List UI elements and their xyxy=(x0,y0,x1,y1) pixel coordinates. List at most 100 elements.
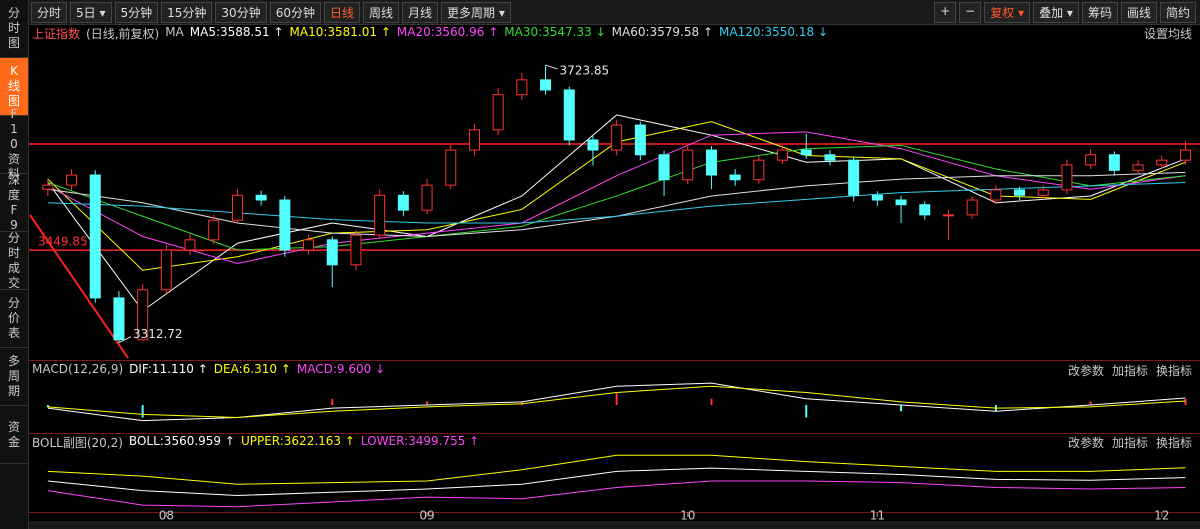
legend-item: MA30:3547.33 ↓ xyxy=(504,25,606,39)
candle-body xyxy=(942,214,954,217)
panel-button[interactable]: 改参数 xyxy=(1067,364,1104,378)
set-ma[interactable]: 设置均线 xyxy=(1143,27,1192,41)
side-tab[interactable]: F10资料 xyxy=(0,107,28,181)
macd-buttons: 改参数 加指标 换指标 xyxy=(1068,362,1192,379)
tool-button[interactable]: 叠加 ▾ xyxy=(1033,1,1079,23)
period-button[interactable]: 分时 xyxy=(31,1,68,23)
boll-legend: BOLL副图(20,2) BOLL:3560.959 ↑ UPPER:3622.16… xyxy=(32,434,479,451)
candle-body xyxy=(421,184,433,211)
macd-bar xyxy=(426,401,429,405)
candle-body xyxy=(800,149,812,156)
legend-item: MA20:3560.96 ↑ xyxy=(396,25,499,39)
legend-right: 设置均线 xyxy=(1144,25,1192,42)
period-button[interactable]: 5日 ▾ xyxy=(70,1,112,23)
candle-body xyxy=(611,124,623,151)
period-button[interactable]: 60分钟 xyxy=(269,1,321,23)
candle-body xyxy=(1156,159,1168,166)
divider xyxy=(29,360,1200,361)
candle-body xyxy=(279,199,291,251)
boll-line xyxy=(47,480,1186,508)
boll-line xyxy=(47,467,1186,497)
side-tab[interactable]: 深度F9 xyxy=(0,173,28,232)
legend-item: (日线,前复权) xyxy=(86,27,160,41)
candle-body xyxy=(516,79,528,96)
panel-button[interactable]: 加指标 xyxy=(1111,364,1148,378)
candle-body xyxy=(777,149,789,161)
period-button[interactable]: 月线 xyxy=(402,1,439,23)
side-tab[interactable]: 分时成交 xyxy=(0,231,28,290)
period-button[interactable]: 更多周期 ▾ xyxy=(441,1,511,23)
legend-item: MACD(12,26,9) xyxy=(32,362,124,376)
period-button[interactable]: 15分钟 xyxy=(161,1,213,23)
period-button[interactable]: 周线 xyxy=(363,1,400,23)
side-tab[interactable]: K线图 xyxy=(0,58,28,116)
macd-bar xyxy=(46,405,49,408)
candle-body xyxy=(303,239,315,251)
bottom-tabs xyxy=(0,521,1200,529)
tool-button[interactable]: + xyxy=(934,1,957,23)
legend-item: 上证指数 xyxy=(32,27,81,41)
period-buttons: 分时 5日 ▾ 5分钟 15分钟 30分钟 60分钟 日线 周线 月线 更多周期 ▾ xyxy=(28,1,511,23)
macd-bar xyxy=(710,398,713,405)
tool-button[interactable]: − xyxy=(959,1,982,23)
low-label: 3312.72 xyxy=(133,327,183,341)
candle-body xyxy=(1132,164,1144,171)
legend-item: BOLL:3560.959 ↑ xyxy=(128,434,235,448)
macd-bar xyxy=(1184,399,1187,405)
candle-body xyxy=(587,139,599,151)
candle-body xyxy=(492,94,504,131)
tool-button[interactable]: 筹码 xyxy=(1081,1,1118,23)
x-tick-label: 09 xyxy=(419,509,434,523)
candle-body xyxy=(113,297,125,341)
legend-item: MA xyxy=(165,25,184,39)
side-tab[interactable]: 分价表 xyxy=(0,290,28,348)
period-button[interactable]: 5分钟 xyxy=(114,1,159,23)
candle-body xyxy=(255,194,267,201)
candle-body xyxy=(66,174,78,186)
candle-body xyxy=(1179,149,1191,161)
candle-body xyxy=(137,289,149,341)
tool-button[interactable]: 复权 ▾ xyxy=(984,1,1031,23)
macd-bar xyxy=(805,405,808,418)
ma-legend: 上证指数 (日线,前复权) MA MA5:3588.51 ↑ MA10:3581.01 … xyxy=(32,25,828,42)
candle-body xyxy=(89,174,101,299)
legend-item: MA5:3588.51 ↑ xyxy=(189,25,284,39)
candle-body xyxy=(1061,164,1073,191)
low-pointer xyxy=(118,336,132,344)
boll-buttons: 改参数 加指标 换指标 xyxy=(1068,434,1192,451)
high-pointer xyxy=(545,64,558,70)
macd-bar xyxy=(1089,401,1092,405)
candle-body xyxy=(1014,189,1026,196)
high-label: 3723.85 xyxy=(560,64,610,78)
tool-button[interactable]: 简约 xyxy=(1159,1,1196,23)
candle-body xyxy=(753,159,765,181)
period-button[interactable]: 30分钟 xyxy=(215,1,267,23)
candle-body xyxy=(42,184,54,190)
candle-body xyxy=(540,79,552,91)
panel-button[interactable]: 换指标 xyxy=(1155,364,1192,378)
panel-button[interactable]: 换指标 xyxy=(1155,436,1192,450)
toolbar: 分时 5日 ▾ 5分钟 15分钟 30分钟 60分钟 日线 周线 月线 更多周期 ▾ + − 复权 ▾ 叠… xyxy=(0,0,1200,25)
side-tab[interactable]: 分时图 xyxy=(0,0,28,58)
candle-body xyxy=(1108,154,1120,171)
candle-body xyxy=(326,239,338,266)
legend-item: MA120:3550.18 ↓ xyxy=(719,25,829,39)
period-button[interactable]: 日线 xyxy=(323,1,360,23)
divider xyxy=(29,433,1200,434)
candle-body xyxy=(374,194,386,236)
legend-item: DIF:11.110 ↑ xyxy=(129,362,208,376)
legend-item: DEA:6.310 ↑ xyxy=(213,362,291,376)
tool-button[interactable]: 画线 xyxy=(1120,1,1157,23)
candle-body xyxy=(397,194,409,211)
candle-body xyxy=(990,189,1002,201)
boll-line xyxy=(47,454,1186,485)
panel-button[interactable]: 改参数 xyxy=(1067,436,1104,450)
legend-item: MA10:3581.01 ↑ xyxy=(289,25,391,39)
panel-button[interactable]: 加指标 xyxy=(1111,436,1148,450)
candle-body xyxy=(445,149,457,186)
ma-line xyxy=(47,144,1186,251)
side-tab[interactable]: 多周期 xyxy=(0,348,28,406)
side-tab[interactable]: 资金 xyxy=(0,406,28,464)
macd-bar xyxy=(331,398,334,405)
